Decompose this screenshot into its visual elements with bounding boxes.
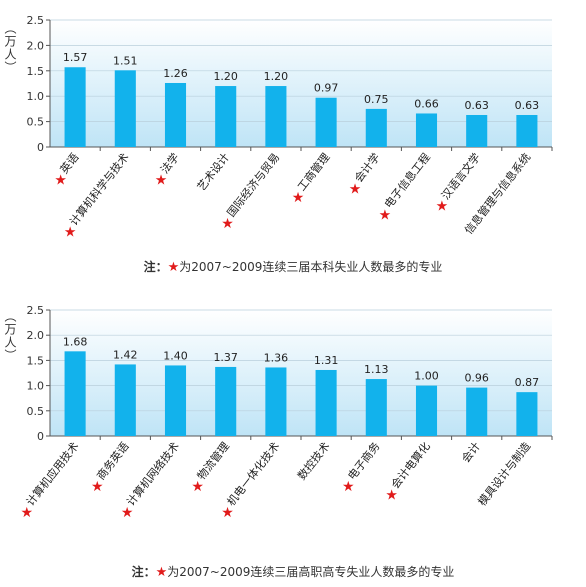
x-tick-label: 物流管理 (194, 439, 232, 482)
star-icon: ★ (91, 479, 104, 495)
data-label: 0.97 (314, 82, 339, 95)
star-icon: ★ (155, 565, 168, 580)
chart-vocational: 0 0.5 1.0 1.5 2.0 2.5 （万人） 1.68 计算机应用技术 ★ 1.42 商务英语… (0, 290, 586, 587)
y-tick-label: 2.5 (27, 14, 45, 27)
bar (365, 108, 387, 147)
bar (315, 97, 337, 147)
y-tick-label: 1.5 (27, 354, 45, 367)
bar (215, 366, 237, 436)
star-icon: ★ (436, 199, 449, 215)
x-tick-label: 工商管理 (294, 150, 332, 193)
star-icon: ★ (349, 181, 362, 197)
y-tick-label: 0.5 (27, 116, 45, 129)
x-tick-label: 国际经济与贸易 (224, 150, 282, 219)
note-text: 为2007~2009连续三届高职高专失业人数最多的专业 (167, 565, 455, 579)
star-icon: ★ (385, 488, 398, 504)
bar (466, 387, 488, 436)
y-tick-label: 1.0 (27, 380, 45, 393)
star-icon: ★ (121, 505, 134, 521)
bar (265, 86, 287, 147)
star-icon: ★ (167, 260, 180, 275)
data-label: 0.87 (515, 376, 540, 389)
note-lead: 注： (131, 565, 156, 579)
y-tick-label: 0.5 (27, 405, 45, 418)
star-icon: ★ (342, 479, 355, 495)
y-tick-label: 2.0 (27, 329, 45, 342)
star-icon: ★ (155, 173, 168, 189)
x-tick-label: 数控技术 (294, 439, 332, 482)
data-label: 1.00 (414, 370, 439, 383)
star-icon: ★ (64, 225, 77, 241)
bar (64, 351, 86, 436)
bar (415, 113, 438, 147)
y-tick-label: 1.0 (27, 90, 45, 103)
star-icon: ★ (20, 505, 33, 521)
bar (516, 392, 538, 436)
star-icon: ★ (54, 173, 67, 189)
data-label: 1.42 (113, 348, 138, 361)
x-tick-label: 电子商务 (345, 439, 383, 482)
x-tick-label: 计算机应用技术 (23, 439, 81, 508)
data-label: 1.68 (63, 335, 88, 348)
x-tick-label: 会计电算化 (388, 439, 433, 491)
star-icon: ★ (191, 479, 204, 495)
bar-chart-vocational: 00.51.01.52.02.5（万人） 1.68计算机应用技术★1.42商务英语… (3, 304, 553, 521)
x-tick-label: 商务英语 (94, 439, 132, 482)
x-tick-label: 会计学 (351, 150, 382, 185)
bar (164, 365, 187, 436)
x-tick-label: 机电一体化技术 (224, 439, 282, 508)
y-axis-label: （万人） (3, 22, 17, 74)
data-label: 0.96 (464, 372, 489, 385)
bar (466, 114, 488, 147)
data-label: 1.31 (314, 354, 339, 367)
y-tick-label: 1.5 (27, 65, 45, 78)
data-label: 0.63 (515, 99, 540, 112)
star-icon: ★ (379, 207, 392, 223)
data-label: 0.66 (414, 97, 439, 110)
data-label: 1.37 (213, 351, 238, 364)
data-label: 0.75 (364, 93, 389, 106)
bar (164, 82, 187, 147)
x-tick-label: 艺术设计 (195, 151, 232, 194)
bar (415, 385, 438, 436)
x-tick-label: 会计 (459, 440, 483, 465)
bar (64, 67, 86, 147)
data-label: 1.20 (213, 70, 238, 83)
bar (114, 70, 136, 147)
chart-undergraduate: 0 0.5 1.0 1.5 2.0 2.5 （万人） 1.57 英语 ★ 1.51 计算机科学与技术 ★… (0, 0, 586, 290)
y-tick-label: 2.0 (27, 39, 45, 52)
note-lead: 注： (143, 260, 168, 274)
data-label: 1.51 (113, 54, 138, 67)
y-tick-label: 2.5 (27, 304, 45, 317)
data-label: 1.26 (163, 67, 188, 80)
data-label: 1.36 (264, 351, 289, 364)
bar (315, 369, 337, 436)
star-icon: ★ (292, 190, 305, 206)
star-icon: ★ (221, 505, 234, 521)
bar-chart-undergraduate: 00.51.01.52.02.5（万人） 1.57英语★1.51计算机科学与技术★… (3, 14, 553, 241)
x-tick-label: 电子信息工程 (381, 150, 433, 211)
y-axis-label: （万人） (3, 310, 17, 362)
x-tick-label: 计算机网络技术 (123, 439, 181, 508)
bar (516, 114, 538, 147)
data-label: 1.40 (163, 349, 188, 362)
bar (365, 379, 387, 436)
data-label: 1.13 (364, 363, 389, 376)
y-tick-label: 0 (37, 141, 44, 154)
star-icon: ★ (221, 216, 234, 232)
bar (265, 367, 287, 436)
x-tick-label: 模具设计与制造 (475, 439, 533, 508)
y-tick-label: 0 (37, 430, 44, 443)
bar (114, 364, 136, 436)
bar (215, 86, 237, 147)
data-label: 0.63 (464, 99, 489, 112)
chart-note-undergraduate: 注：★为2007~2009连续三届本科失业人数最多的专业 (0, 258, 586, 275)
chart-note-vocational: 注：★为2007~2009连续三届高职高专失业人数最多的专业 (0, 563, 586, 580)
data-label: 1.20 (264, 70, 289, 83)
note-text: 为2007~2009连续三届本科失业人数最多的专业 (179, 260, 443, 274)
data-label: 1.57 (63, 51, 88, 64)
x-tick-label: 汉语言文学 (438, 150, 483, 202)
